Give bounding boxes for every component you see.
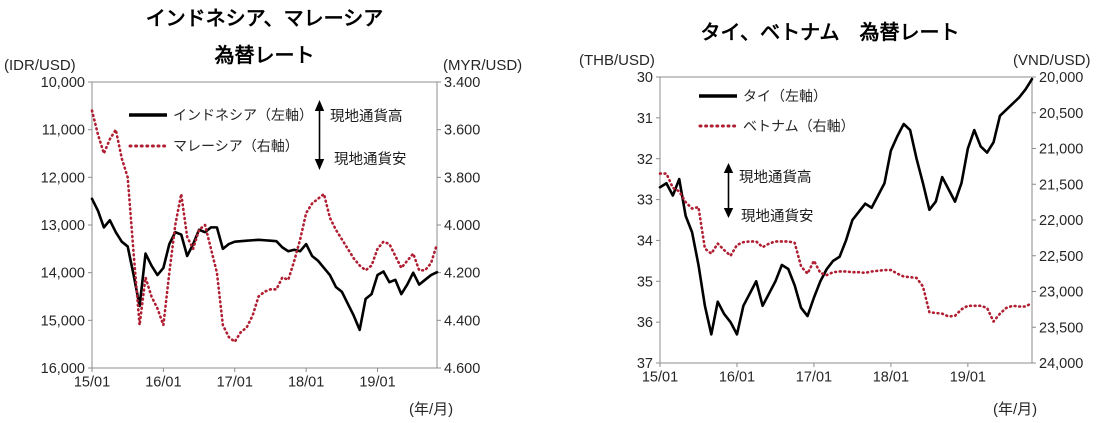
x-axis-tick-label: 18/01	[288, 375, 324, 391]
annotation-currency-high: 現地通貨高	[330, 109, 403, 125]
right-axis-tick-label: 4.600	[444, 361, 480, 377]
left-axis-tick-label: 10,000	[41, 75, 85, 91]
x-axis-tick-label: 15/01	[642, 370, 678, 386]
legend-label-malaysia: マレーシア（右軸）	[173, 137, 299, 154]
right-axis-unit-label: (MYR/USD)	[443, 57, 523, 74]
right-axis-tick-label: 3.400	[444, 75, 480, 91]
x-axis-tick-label: 19/01	[950, 370, 986, 386]
x-axis-tick-label: 17/01	[796, 370, 832, 386]
left-axis-tick-label: 15,000	[41, 313, 85, 329]
left-axis-tick-label: 14,000	[41, 266, 85, 282]
left-axis-unit-label: (THB/USD)	[579, 52, 655, 69]
left-axis-tick-label: 35	[637, 274, 653, 290]
x-axis-note: (年/月)	[409, 401, 454, 418]
series-line-thailand	[658, 77, 1034, 336]
chart-title: インドネシア、マレーシア 為替レート	[0, 1, 529, 75]
left-axis-tick-label: 13,000	[41, 218, 85, 234]
left-axis-unit-label: (IDR/USD)	[4, 57, 76, 74]
plot-area-indonesia-malaysia: 10,000 11,000 12,000 13,000 14,000 15,000 16,0…	[41, 75, 481, 391]
double-arrow-icon	[314, 100, 325, 170]
plot-border	[91, 81, 438, 369]
left-axis-tick-label: 33	[637, 193, 653, 209]
chart-title-line2: 為替レート	[214, 45, 315, 67]
x-axis-tick-label: 16/01	[719, 370, 755, 386]
legend-item-thailand: タイ（左軸）	[698, 86, 827, 105]
solid-line-swatch-icon	[129, 112, 167, 117]
right-axis-tick-label: 24,000	[1039, 356, 1083, 372]
chart-thailand-vietnam: タイ、ベトナム 為替レート (THB/USD) (VND/USD) 30 31 32…	[553, 0, 1107, 423]
legend-item-indonesia: インドネシア（左軸）	[128, 105, 313, 124]
series-line-malaysia	[90, 109, 439, 344]
double-arrow-icon	[723, 163, 734, 218]
chart-title-line1: タイ、ベトナム 為替レート	[700, 22, 960, 44]
x-axis-tick-label: 15/01	[74, 375, 110, 391]
series-line-vietnam	[658, 172, 1034, 323]
right-axis-tick-label: 22,500	[1039, 249, 1083, 265]
right-axis-tick-label: 23,000	[1039, 285, 1083, 301]
right-axis-tick-label: 23,500	[1039, 320, 1083, 336]
chart-title: タイ、ベトナム 為替レート	[553, 15, 1107, 52]
left-axis-tick-label: 30	[637, 70, 653, 86]
annotation-currency-high: 現地通貨高	[739, 170, 812, 186]
annotation-currency-low: 現地通貨安	[334, 152, 407, 168]
chart-title-line1: インドネシア、マレーシア	[145, 8, 384, 30]
legend-label-thailand: タイ（左軸）	[743, 87, 827, 104]
left-axis-tick-label: 12,000	[41, 170, 85, 186]
dotted-line-swatch-icon	[128, 144, 168, 147]
x-axis-tick-label: 16/01	[145, 375, 181, 391]
x-axis-note: (年/月)	[993, 401, 1038, 418]
right-axis-tick-label: 3.800	[444, 170, 480, 186]
right-axis-tick-label: 21,500	[1039, 177, 1083, 193]
x-axis-tick-label: 19/01	[359, 375, 395, 391]
series-line-indonesia	[90, 197, 439, 332]
left-axis-tick-label: 16,000	[41, 361, 85, 377]
right-axis-tick-label: 4.000	[444, 218, 480, 234]
legend-item-malaysia: マレーシア（右軸）	[128, 136, 299, 155]
plot-area-thailand-vietnam: 30 31 32 33 34 35 36 37 20,000 20,500 21,000 21,500…	[637, 70, 1084, 386]
x-axis-tick-label: 18/01	[873, 370, 909, 386]
left-axis-tick-label: 37	[637, 356, 653, 372]
left-axis-tick-label: 32	[637, 152, 653, 168]
annotation-currency-low: 現地通貨安	[741, 209, 814, 225]
right-axis-tick-label: 21,000	[1039, 142, 1083, 158]
left-axis-tick-label: 31	[637, 111, 653, 127]
legend-item-vietnam: ベトナム（右軸）	[698, 116, 855, 135]
chart-indonesia-malaysia: インドネシア、マレーシア 為替レート (IDR/USD) (MYR/USD) 1…	[0, 0, 553, 423]
right-axis-tick-label: 4.200	[444, 266, 480, 282]
solid-line-swatch-icon	[699, 93, 737, 98]
x-axis-tick-label: 17/01	[217, 375, 253, 391]
right-axis-tick-label: 22,000	[1039, 213, 1083, 229]
right-axis-unit-label: (VND/USD)	[1013, 52, 1091, 69]
right-axis-tick-label: 20,000	[1039, 70, 1083, 86]
right-axis-tick-label: 20,500	[1039, 106, 1083, 122]
left-axis-tick-label: 34	[637, 234, 653, 250]
left-axis-tick-label: 11,000	[42, 123, 85, 139]
dotted-line-swatch-icon	[698, 124, 738, 127]
left-axis-tick-label: 36	[637, 315, 653, 331]
legend-label-indonesia: インドネシア（左軸）	[173, 106, 313, 123]
legend-label-vietnam: ベトナム（右軸）	[743, 117, 855, 134]
right-axis-tick-label: 3.600	[444, 123, 480, 139]
right-axis-tick-label: 4.400	[444, 313, 480, 329]
